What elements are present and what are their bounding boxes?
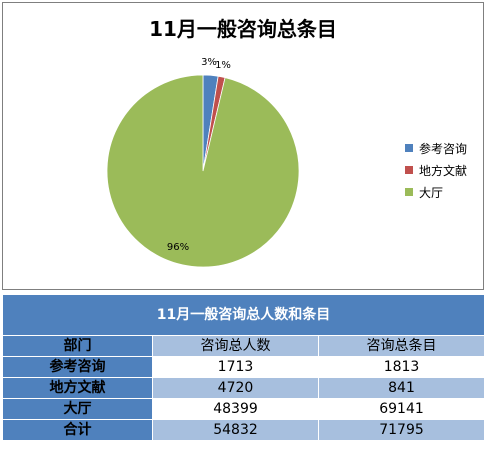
chart-title: 11月一般咨询总条目 — [149, 17, 337, 41]
legend-label-1: 参考咨询 — [419, 141, 468, 156]
legend-swatch-2 — [405, 166, 413, 174]
table-header-row: 部门 咨询总人数 咨询总条目 — [2, 335, 486, 357]
cell-people: 48399 — [152, 398, 319, 420]
legend-swatch-3 — [405, 188, 413, 196]
legend-item-3: 大厅 — [405, 181, 467, 203]
table-row: 合计 54832 71795 — [2, 419, 486, 441]
cell-items: 69141 — [317, 398, 486, 420]
legend-item-2: 地方文献 — [405, 159, 467, 181]
table-title: 11月一般咨询总人数和条目 — [1, 294, 486, 336]
row-label: 合计 — [2, 419, 153, 441]
legend-label-2: 地方文献 — [419, 163, 468, 178]
header-department: 部门 — [2, 335, 153, 357]
header-total-items: 咨询总条目 — [317, 335, 486, 357]
legend-item-1: 参考咨询 — [405, 137, 467, 159]
table-row: 大厅 48399 69141 — [2, 398, 486, 420]
summary-table: 11月一般咨询总人数和条目 部门 咨询总人数 咨询总条目 参考咨询 1713 1… — [1, 294, 486, 441]
cell-items: 71795 — [317, 419, 486, 441]
data-label-3: 96% — [167, 242, 189, 253]
row-label: 大厅 — [2, 398, 153, 420]
legend: 参考咨询 地方文献 大厅 — [405, 137, 467, 203]
cell-items: 841 — [317, 377, 486, 399]
legend-swatch-1 — [405, 144, 413, 152]
legend-label-3: 大厅 — [419, 185, 444, 200]
header-total-people: 咨询总人数 — [152, 335, 319, 357]
chart-area: 11月一般咨询总条目 3% 1% 96% 参考咨询 地方文献 大厅 — [2, 2, 484, 290]
cell-items: 1813 — [317, 356, 486, 378]
row-label: 地方文献 — [2, 377, 153, 399]
pie-chart: 3%1% 96% — [106, 57, 300, 268]
row-label: 参考咨询 — [2, 356, 153, 378]
cell-people: 4720 — [152, 377, 319, 399]
cell-people: 54832 — [152, 419, 319, 441]
pie-slice-3 — [106, 74, 300, 268]
table-row: 参考咨询 1713 1813 — [2, 356, 486, 378]
cell-people: 1713 — [152, 356, 319, 378]
table-row: 地方文献 4720 841 — [2, 377, 486, 399]
data-label-1: 3% — [201, 57, 217, 68]
data-label-2: 1% — [215, 60, 231, 71]
